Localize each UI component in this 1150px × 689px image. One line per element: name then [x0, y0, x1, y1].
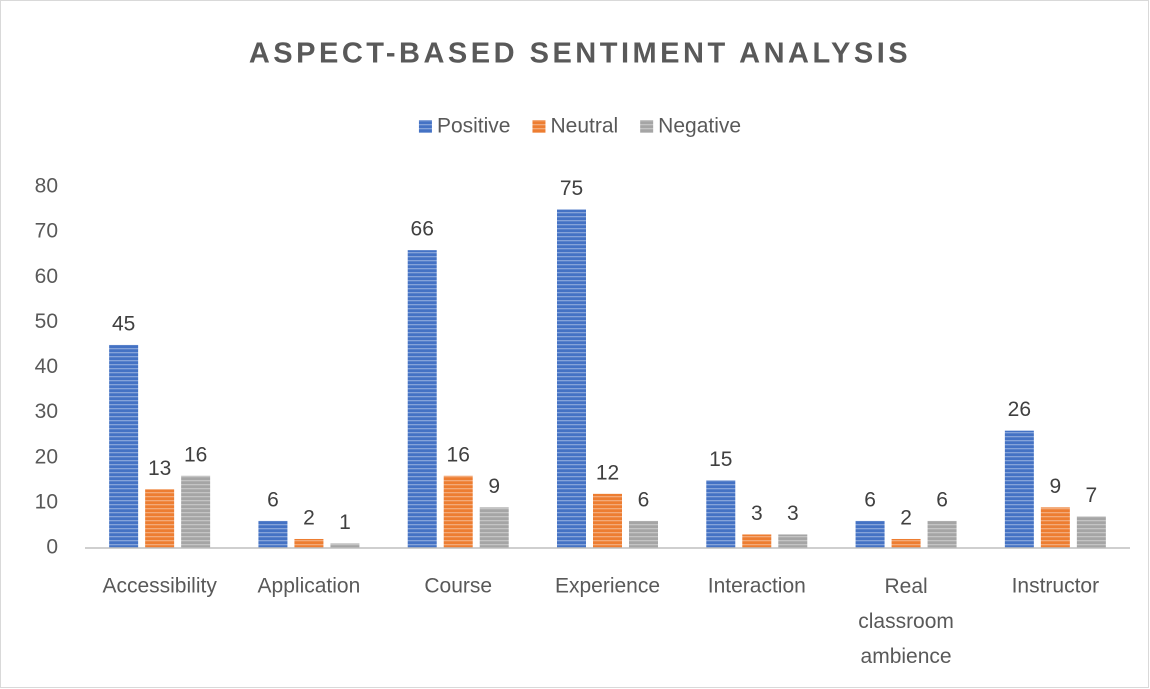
data-label: 6: [267, 488, 279, 511]
bar: [330, 543, 360, 548]
y-tick-label: 80: [35, 175, 58, 198]
bar: [629, 520, 658, 548]
data-label: 45: [112, 312, 135, 335]
bar: [1004, 430, 1034, 548]
data-label: 3: [787, 502, 799, 525]
chart-title: ASPECT-BASED SENTIMENT ANALYSIS: [249, 38, 911, 70]
x-tick-label: Application: [258, 575, 361, 598]
data-label: 2: [303, 507, 315, 530]
y-tick-label: 10: [35, 490, 58, 513]
legend-swatch: [532, 120, 546, 133]
bar: [927, 520, 957, 548]
legend-label: Positive: [437, 115, 511, 138]
x-tick-label: Accessibility: [102, 575, 217, 598]
data-label: 13: [148, 457, 171, 480]
data-label: 16: [184, 443, 207, 466]
y-tick-label: 20: [35, 445, 58, 468]
legend-item: Positive: [418, 115, 511, 138]
bar: [109, 344, 139, 548]
data-label: 9: [1050, 475, 1062, 498]
bar: [294, 538, 324, 548]
bar: [145, 489, 175, 548]
data-label: 15: [709, 448, 732, 471]
data-label: 3: [751, 502, 763, 525]
legend-item: Neutral: [532, 115, 618, 138]
y-tick-label: 30: [35, 400, 58, 423]
y-tick-label: 70: [35, 220, 58, 243]
x-tick-label: Interaction: [708, 575, 806, 598]
data-label: 66: [411, 218, 434, 241]
data-label: 7: [1086, 484, 1098, 507]
data-label: 16: [447, 443, 470, 466]
y-tick-label: 40: [35, 355, 58, 378]
bar: [443, 475, 473, 548]
bar: [479, 507, 509, 548]
legend-label: Negative: [658, 115, 741, 138]
x-tick-label: Experience: [555, 575, 660, 598]
data-label: 26: [1008, 398, 1031, 421]
bar: [706, 480, 736, 548]
bar: [258, 520, 288, 548]
bar: [407, 250, 437, 549]
bar: [742, 534, 772, 548]
bar: [593, 493, 622, 548]
bar: [891, 538, 921, 548]
x-tick-label: Course: [424, 575, 492, 598]
bar: [855, 520, 885, 548]
data-label: 9: [488, 475, 500, 498]
bar: [778, 534, 808, 548]
data-label: 1: [339, 511, 351, 534]
y-tick-label: 60: [35, 265, 58, 288]
bar: [1040, 507, 1070, 548]
y-tick-label: 50: [35, 310, 58, 333]
legend-swatch: [640, 120, 654, 133]
x-tick-label: Instructor: [1012, 575, 1100, 598]
bar: [557, 209, 586, 548]
data-label: 75: [560, 177, 583, 200]
data-label: 6: [864, 488, 876, 511]
y-tick-label: 0: [46, 536, 58, 559]
data-label: 6: [638, 488, 650, 511]
data-label: 12: [596, 461, 619, 484]
data-label: 2: [900, 507, 912, 530]
x-tick-label: Real classroom ambience: [858, 575, 954, 668]
legend-label: Neutral: [550, 115, 618, 138]
data-label: 6: [936, 488, 948, 511]
bar: [181, 475, 211, 548]
legend-item: Negative: [640, 115, 741, 138]
bar: [1076, 516, 1106, 548]
legend-swatch: [418, 120, 432, 133]
